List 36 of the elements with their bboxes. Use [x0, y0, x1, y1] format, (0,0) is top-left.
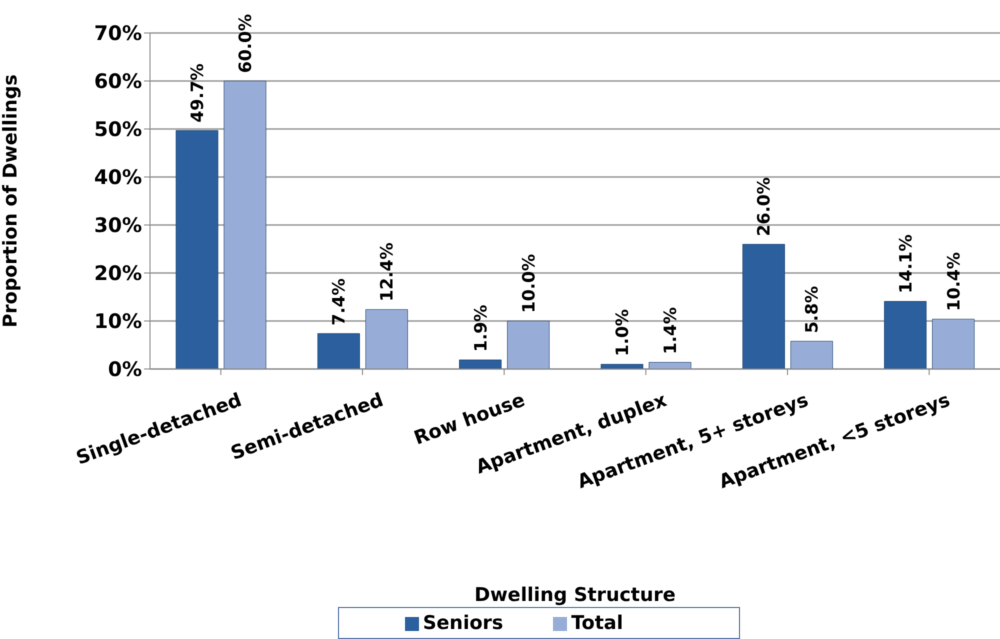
bar — [176, 130, 218, 369]
y-tick-label: 10% — [94, 309, 142, 334]
bar — [884, 301, 927, 369]
bar — [365, 309, 408, 369]
bar — [224, 80, 266, 369]
y-tick-label: 50% — [94, 117, 142, 142]
data-label: 60.0% — [236, 14, 256, 73]
y-tick-label: 60% — [94, 69, 142, 94]
data-label: 1.0% — [613, 309, 633, 356]
data-label: 10.0% — [519, 254, 540, 313]
y-tick-label: 20% — [94, 261, 142, 286]
data-label: 7.4% — [330, 278, 350, 326]
data-label: 10.4% — [944, 252, 964, 312]
data-label: 12.4% — [378, 242, 398, 302]
bar — [317, 333, 360, 369]
data-label: 14.1% — [896, 234, 916, 294]
x-axis-title: Dwelling Structure — [474, 584, 676, 606]
bar — [932, 318, 975, 369]
y-tick-label: 70% — [94, 21, 142, 46]
data-label: 1.9% — [471, 304, 492, 352]
y-tick-label: 0% — [108, 357, 142, 382]
data-label: 1.4% — [661, 307, 681, 354]
bar — [648, 362, 692, 369]
bar — [790, 340, 833, 369]
y-tick-label: 30% — [94, 213, 142, 238]
legend-label: Total — [571, 612, 624, 634]
bar — [742, 244, 785, 369]
bar — [507, 320, 550, 369]
data-label: 26.0% — [754, 177, 775, 236]
legend-label: Seniors — [422, 612, 504, 634]
data-label: 49.7% — [188, 63, 208, 122]
y-axis-title: Proportion of Dwellings — [0, 74, 22, 328]
data-label: 5.8% — [802, 286, 823, 334]
bar — [459, 360, 502, 369]
y-tick-label: 40% — [94, 165, 142, 190]
bar — [600, 364, 644, 369]
